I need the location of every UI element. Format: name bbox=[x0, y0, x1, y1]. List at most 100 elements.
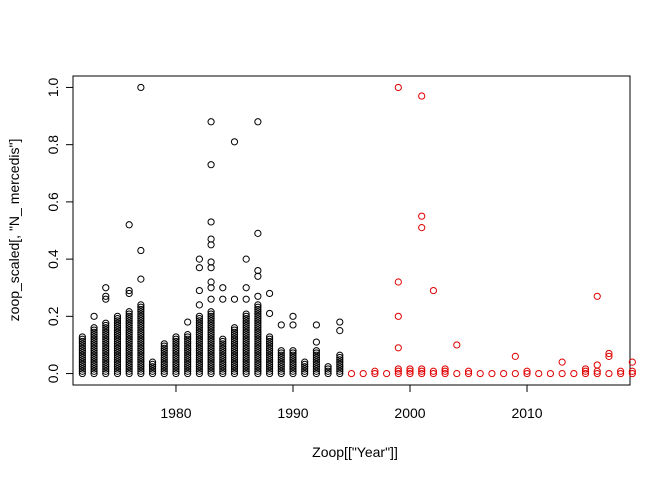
data-point bbox=[125, 369, 133, 378]
data-point bbox=[265, 369, 274, 378]
data-point bbox=[195, 331, 203, 339]
data-point bbox=[277, 351, 285, 359]
data-point bbox=[195, 356, 203, 364]
data-point bbox=[90, 324, 98, 332]
data-point bbox=[207, 331, 215, 339]
data-point bbox=[219, 356, 227, 364]
data-point bbox=[207, 335, 215, 343]
data-point bbox=[429, 367, 438, 375]
data-point bbox=[90, 337, 98, 346]
data-point bbox=[617, 367, 625, 375]
data-point bbox=[113, 351, 122, 359]
data-point bbox=[324, 367, 332, 375]
data-point bbox=[242, 295, 250, 303]
data-point bbox=[324, 369, 332, 378]
data-point bbox=[195, 312, 203, 320]
data-point bbox=[254, 118, 262, 126]
data-point bbox=[336, 369, 344, 378]
data-point bbox=[219, 340, 227, 348]
data-point bbox=[160, 365, 168, 373]
data-point bbox=[312, 358, 320, 366]
data-point bbox=[184, 367, 192, 375]
data-point bbox=[277, 358, 285, 366]
data-point bbox=[254, 308, 262, 316]
data-point bbox=[242, 353, 250, 362]
data-point bbox=[242, 342, 250, 350]
data-point bbox=[371, 369, 379, 378]
data-point bbox=[137, 337, 145, 346]
data-point bbox=[289, 349, 297, 357]
data-point bbox=[242, 331, 250, 339]
data-point bbox=[102, 369, 110, 378]
data-point bbox=[230, 351, 239, 359]
data-point bbox=[184, 369, 192, 378]
data-point bbox=[289, 358, 297, 366]
data-point bbox=[137, 369, 145, 378]
data-point bbox=[137, 246, 145, 255]
data-point bbox=[113, 326, 122, 334]
data-point bbox=[113, 319, 122, 327]
data-point bbox=[394, 83, 402, 92]
data-point bbox=[476, 369, 484, 378]
data-point bbox=[184, 340, 192, 348]
data-point bbox=[125, 308, 133, 316]
data-point bbox=[90, 367, 98, 375]
data-point bbox=[137, 365, 145, 373]
data-point bbox=[207, 312, 215, 320]
data-point bbox=[324, 363, 332, 371]
data-point bbox=[418, 369, 426, 378]
data-point bbox=[581, 369, 590, 378]
data-point bbox=[90, 369, 98, 378]
data-point bbox=[523, 369, 531, 378]
data-point bbox=[78, 351, 86, 359]
data-point bbox=[102, 353, 110, 362]
data-point bbox=[336, 353, 344, 362]
data-point bbox=[90, 356, 98, 364]
x-tick-label: 2010 bbox=[511, 405, 542, 421]
data-point bbox=[125, 319, 133, 327]
data-point bbox=[184, 333, 192, 341]
data-point bbox=[78, 356, 86, 364]
data-point bbox=[301, 369, 309, 378]
data-point bbox=[137, 317, 145, 325]
data-point bbox=[207, 358, 215, 366]
data-point bbox=[289, 347, 297, 355]
data-point bbox=[125, 289, 133, 298]
data-point bbox=[102, 335, 110, 343]
data-point bbox=[254, 303, 262, 311]
data-point bbox=[242, 315, 250, 323]
data-point bbox=[570, 369, 578, 378]
data-point bbox=[184, 353, 192, 362]
data-point bbox=[265, 309, 274, 318]
data-point bbox=[113, 340, 122, 348]
data-point bbox=[219, 349, 227, 357]
data-point bbox=[277, 369, 285, 378]
data-point bbox=[125, 286, 133, 295]
data-point bbox=[219, 363, 227, 371]
data-point bbox=[137, 331, 145, 339]
data-point bbox=[113, 369, 122, 378]
data-point bbox=[230, 326, 239, 334]
data-point bbox=[113, 312, 122, 320]
data-point bbox=[137, 347, 145, 355]
data-point bbox=[207, 258, 215, 266]
data-point bbox=[195, 319, 203, 327]
data-point bbox=[113, 356, 122, 364]
data-point bbox=[254, 331, 262, 339]
data-point bbox=[102, 351, 110, 359]
data-point bbox=[184, 349, 192, 357]
data-point bbox=[102, 324, 110, 332]
data-point bbox=[301, 363, 309, 371]
data-point bbox=[195, 340, 203, 348]
data-point bbox=[289, 312, 297, 320]
data-point bbox=[230, 367, 239, 375]
data-point bbox=[90, 328, 98, 336]
data-point bbox=[242, 365, 250, 373]
data-point bbox=[230, 360, 239, 368]
data-point bbox=[312, 351, 320, 359]
data-point bbox=[511, 352, 519, 360]
data-point bbox=[207, 317, 215, 325]
data-point bbox=[242, 344, 250, 352]
data-point bbox=[125, 317, 133, 325]
data-point bbox=[254, 347, 262, 355]
